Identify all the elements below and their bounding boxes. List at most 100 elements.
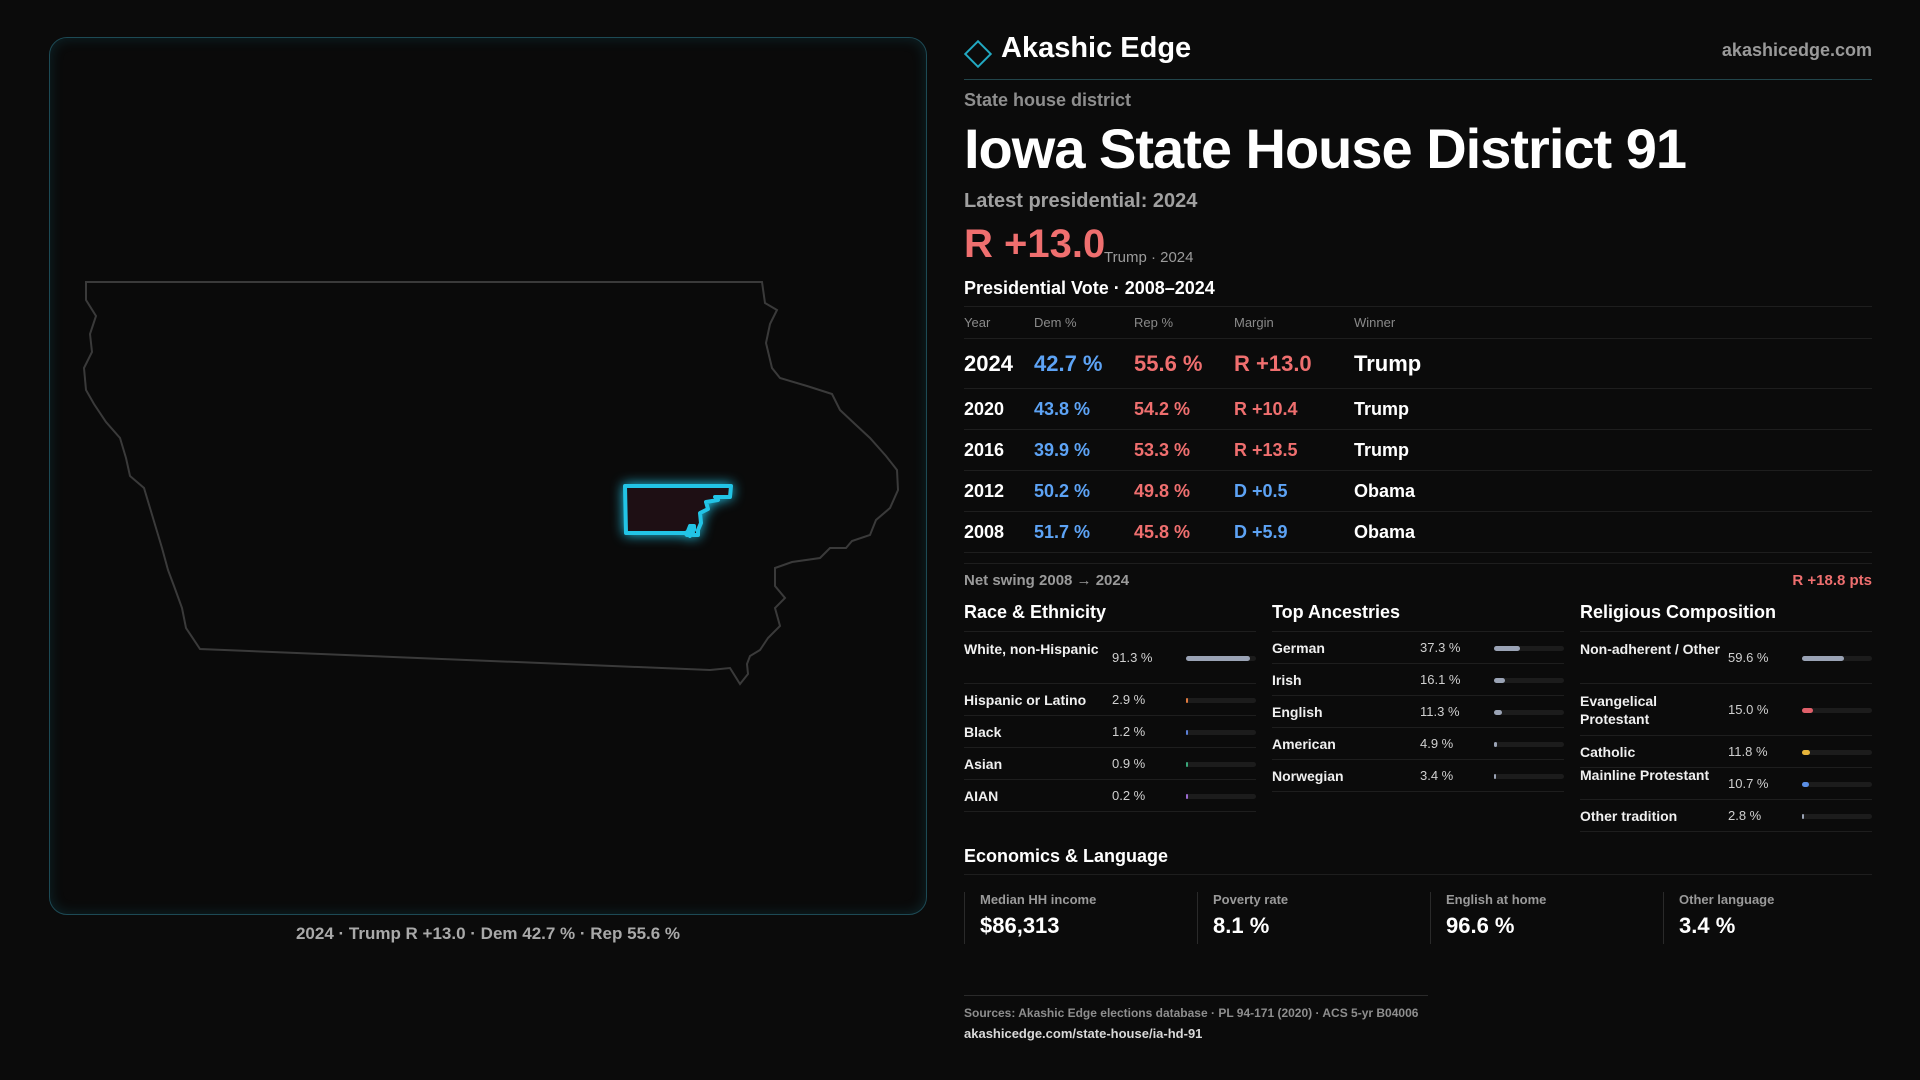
economics-stat: Other language 3.4 % xyxy=(1663,892,1873,944)
item-percent: 11.8 % xyxy=(1728,744,1768,759)
religion-title: Religious Composition xyxy=(1580,602,1872,632)
margin-cell: D +5.9 xyxy=(1234,511,1354,553)
list-item: American 4.9 % xyxy=(1272,728,1564,760)
stat-value: 3.4 % xyxy=(1679,913,1736,938)
percent-bar xyxy=(1494,773,1564,779)
percent-bar xyxy=(1494,645,1564,651)
list-item: Mainline Protestant 10.7 % xyxy=(1580,767,1872,800)
list-item: Evangelical Protestant 15.0 % xyxy=(1580,684,1872,736)
percent-bar xyxy=(1802,781,1872,787)
percent-bar-fill xyxy=(1802,655,1844,661)
rep-cell: 55.6 % xyxy=(1134,338,1234,389)
dem-cell: 42.7 % xyxy=(1034,338,1134,389)
latest-margin-subtitle: Trump · 2024 xyxy=(1104,249,1194,266)
rep-cell: 53.3 % xyxy=(1134,429,1234,471)
list-item: White, non-Hispanic 91.3 % xyxy=(964,632,1256,684)
sources-url[interactable]: akashicedge.com/state-house/ia-hd-91 xyxy=(964,1026,1203,1041)
year-cell: 2024 xyxy=(964,338,1034,389)
economics-stat: English at home 96.6 % xyxy=(1430,892,1640,944)
latest-presidential-label: Latest presidential: 2024 xyxy=(964,190,1198,212)
race-ethnicity-section: Race & Ethnicity White, non-Hispanic 91.3… xyxy=(964,602,1256,812)
details-panel: Akashic Edge akashicedge.com State house… xyxy=(963,0,1873,1080)
percent-bar-fill xyxy=(1494,741,1498,747)
list-item: Other tradition 2.8 % xyxy=(1580,800,1872,832)
winner-cell: Obama xyxy=(1354,470,1872,512)
net-swing-value: R +18.8 pts xyxy=(1792,572,1872,589)
percent-bar-fill xyxy=(1494,677,1506,683)
percent-bar-fill xyxy=(1802,813,1804,819)
rep-cell: 54.2 % xyxy=(1134,388,1234,430)
religion-section: Religious Composition Non-adherent / Oth… xyxy=(1580,602,1872,832)
list-item: Hispanic or Latino 2.9 % xyxy=(964,684,1256,716)
presidential-vote-table: Year Dem % Rep % Margin Winner 2024 42.7 … xyxy=(964,306,1872,553)
latest-margin: R +13.0 xyxy=(964,222,1106,266)
item-label: Hispanic or Latino xyxy=(964,692,1087,708)
item-percent: 11.3 % xyxy=(1420,704,1460,719)
item-percent: 2.9 % xyxy=(1112,692,1146,707)
table-row: 2008 51.7 % 45.8 % D +5.9 Obama xyxy=(964,511,1872,553)
list-item: AIAN 0.2 % xyxy=(964,780,1256,812)
table-row: 2012 50.2 % 49.8 % D +0.5 Obama xyxy=(964,470,1872,512)
margin-cell: R +13.5 xyxy=(1234,429,1354,471)
item-percent: 0.9 % xyxy=(1112,756,1146,771)
stat-label: Other language xyxy=(1679,892,1775,907)
item-percent: 4.9 % xyxy=(1420,736,1454,751)
item-percent: 37.3 % xyxy=(1420,640,1461,655)
percent-bar xyxy=(1802,813,1872,819)
percent-bar-fill xyxy=(1186,655,1250,661)
percent-bar xyxy=(1494,677,1564,683)
map-panel xyxy=(49,37,927,915)
percent-bar-fill xyxy=(1186,697,1189,703)
stat-value: 8.1 % xyxy=(1213,913,1270,938)
presidential-vote-title: Presidential Vote · 2008–2024 xyxy=(964,278,1215,298)
list-item: Irish 16.1 % xyxy=(1272,664,1564,696)
item-label: Non-adherent / Other xyxy=(1580,641,1721,657)
percent-bar-fill xyxy=(1186,761,1188,767)
economics-title: Economics & Language xyxy=(964,846,1169,866)
percent-bar-fill xyxy=(1802,707,1813,713)
district-91-shape[interactable] xyxy=(623,484,733,538)
winner-cell: Trump xyxy=(1354,429,1872,471)
item-label: Mainline Protestant xyxy=(1580,767,1710,783)
col-rep: Rep % xyxy=(1134,306,1234,339)
percent-bar xyxy=(1186,761,1256,767)
percent-bar xyxy=(1186,697,1256,703)
dem-cell: 43.8 % xyxy=(1034,388,1134,430)
stat-label: Poverty rate xyxy=(1213,892,1289,907)
item-percent: 59.6 % xyxy=(1728,650,1769,665)
percent-bar-fill xyxy=(1802,781,1810,787)
list-item: German 37.3 % xyxy=(1272,632,1564,664)
economics-stat: Poverty rate 8.1 % xyxy=(1197,892,1407,944)
item-label: Asian xyxy=(964,756,1003,772)
percent-bar xyxy=(1186,655,1256,661)
item-label: Catholic xyxy=(1580,744,1636,760)
item-label: German xyxy=(1272,640,1325,656)
percent-bar-fill xyxy=(1186,793,1188,799)
item-label: Norwegian xyxy=(1272,768,1344,784)
percent-bar xyxy=(1494,709,1564,715)
item-percent: 3.4 % xyxy=(1420,768,1454,783)
district-kind: State house district xyxy=(964,90,1132,110)
percent-bar-fill xyxy=(1494,645,1521,651)
divider xyxy=(964,874,1872,875)
divider xyxy=(964,563,1872,564)
item-label: White, non-Hispanic xyxy=(964,641,1099,657)
year-cell: 2012 xyxy=(964,470,1034,512)
site-header: Akashic Edge akashicedge.com xyxy=(963,32,1872,80)
ancestries-title: Top Ancestries xyxy=(1272,602,1564,632)
year-cell: 2016 xyxy=(964,429,1034,471)
stat-value: $86,313 xyxy=(980,913,1060,938)
dem-cell: 51.7 % xyxy=(1034,511,1134,553)
economics-stat: Median HH income $86,313 xyxy=(964,892,1174,944)
stat-value: 96.6 % xyxy=(1446,913,1515,938)
winner-cell: Obama xyxy=(1354,511,1872,553)
site-link[interactable]: akashicedge.com xyxy=(1721,40,1872,60)
list-item: English 11.3 % xyxy=(1272,696,1564,728)
item-percent: 15.0 % xyxy=(1728,702,1769,717)
brand-name[interactable]: Akashic Edge xyxy=(1001,32,1192,64)
margin-cell: R +13.0 xyxy=(1234,338,1354,389)
percent-bar xyxy=(1802,707,1872,713)
winner-cell: Trump xyxy=(1354,388,1872,430)
table-row: 2024 42.7 % 55.6 % R +13.0 Trump xyxy=(964,338,1872,389)
list-item: Asian 0.9 % xyxy=(964,748,1256,780)
